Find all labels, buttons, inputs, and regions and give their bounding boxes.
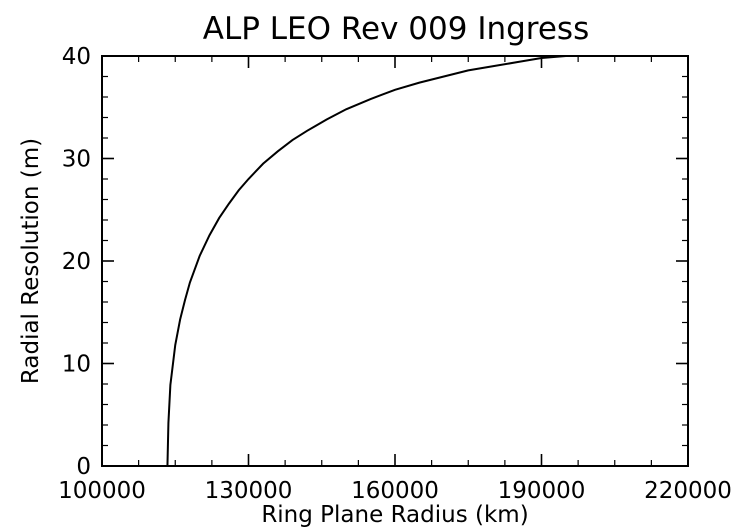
y-tick-label: 20 bbox=[62, 249, 91, 275]
y-tick-label: 10 bbox=[62, 352, 91, 378]
x-axis-label: Ring Plane Radius (km) bbox=[261, 502, 528, 528]
y-tick-label: 40 bbox=[62, 44, 91, 70]
x-tick-label: 190000 bbox=[498, 478, 586, 504]
plot-frame bbox=[101, 55, 689, 467]
x-tick-label: 220000 bbox=[644, 478, 732, 504]
y-axis-tick-labels: 0 10 20 30 40 bbox=[62, 44, 91, 480]
y-axis-label: Radial Resolution (m) bbox=[18, 138, 44, 384]
x-axis-tick-labels: 100000 130000 160000 190000 220000 bbox=[58, 478, 732, 504]
radial-resolution-line bbox=[166, 55, 615, 467]
x-tick-label: 160000 bbox=[351, 478, 439, 504]
y-tick-label: 30 bbox=[62, 147, 91, 173]
y-axis-ticks bbox=[102, 55, 688, 467]
y-tick-label: 0 bbox=[76, 454, 91, 480]
x-tick-label: 130000 bbox=[205, 478, 293, 504]
x-axis-ticks bbox=[101, 56, 689, 466]
x-tick-label: 100000 bbox=[58, 478, 146, 504]
plot-area bbox=[166, 55, 615, 467]
chart-title: ALP LEO Rev 009 Ingress bbox=[203, 11, 590, 47]
